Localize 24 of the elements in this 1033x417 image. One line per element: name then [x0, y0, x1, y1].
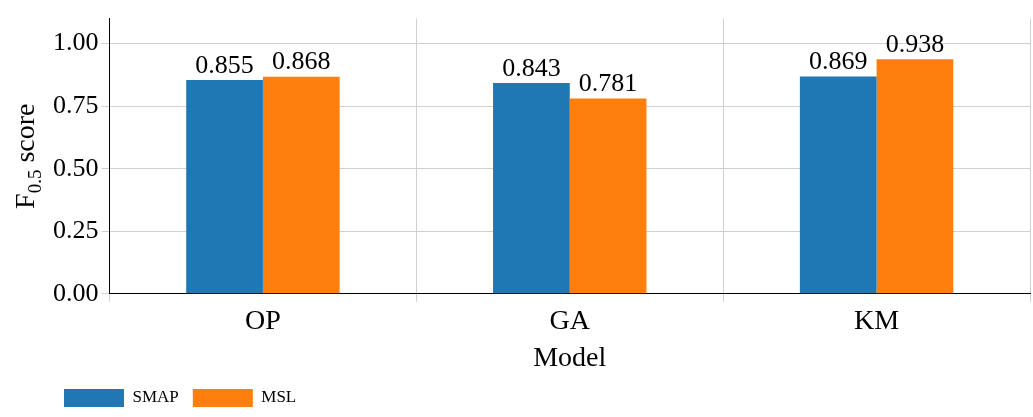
data-label: 0.938: [885, 28, 945, 58]
x-tick-label: OP: [245, 303, 281, 335]
bar: [493, 82, 570, 294]
bar: [569, 98, 647, 294]
data-label: 0.843: [502, 52, 561, 82]
legend-label: SMAP: [132, 387, 179, 407]
bar: [799, 76, 877, 294]
y-tick-label: 0.50: [53, 152, 99, 182]
x-tick-label: GA: [549, 303, 591, 335]
y-tick-label: 1.00: [53, 27, 99, 57]
data-label: 0.855: [195, 49, 254, 79]
y-axis-title: F0.5 score: [9, 103, 45, 209]
y-tick-label: 0.25: [53, 215, 99, 245]
y-tick-label: 0.00: [53, 277, 99, 307]
data-label: 0.868: [272, 46, 331, 76]
bar: [876, 59, 954, 294]
data-label: 0.781: [578, 68, 638, 98]
x-axis-title: Model: [533, 340, 607, 372]
x-tick-label: KM: [854, 303, 900, 335]
legend-label: MSL: [261, 387, 297, 407]
data-label: 0.869: [808, 46, 868, 76]
bar: [262, 76, 340, 294]
bar: [186, 79, 263, 294]
y-tick-label: 0.75: [53, 89, 99, 119]
